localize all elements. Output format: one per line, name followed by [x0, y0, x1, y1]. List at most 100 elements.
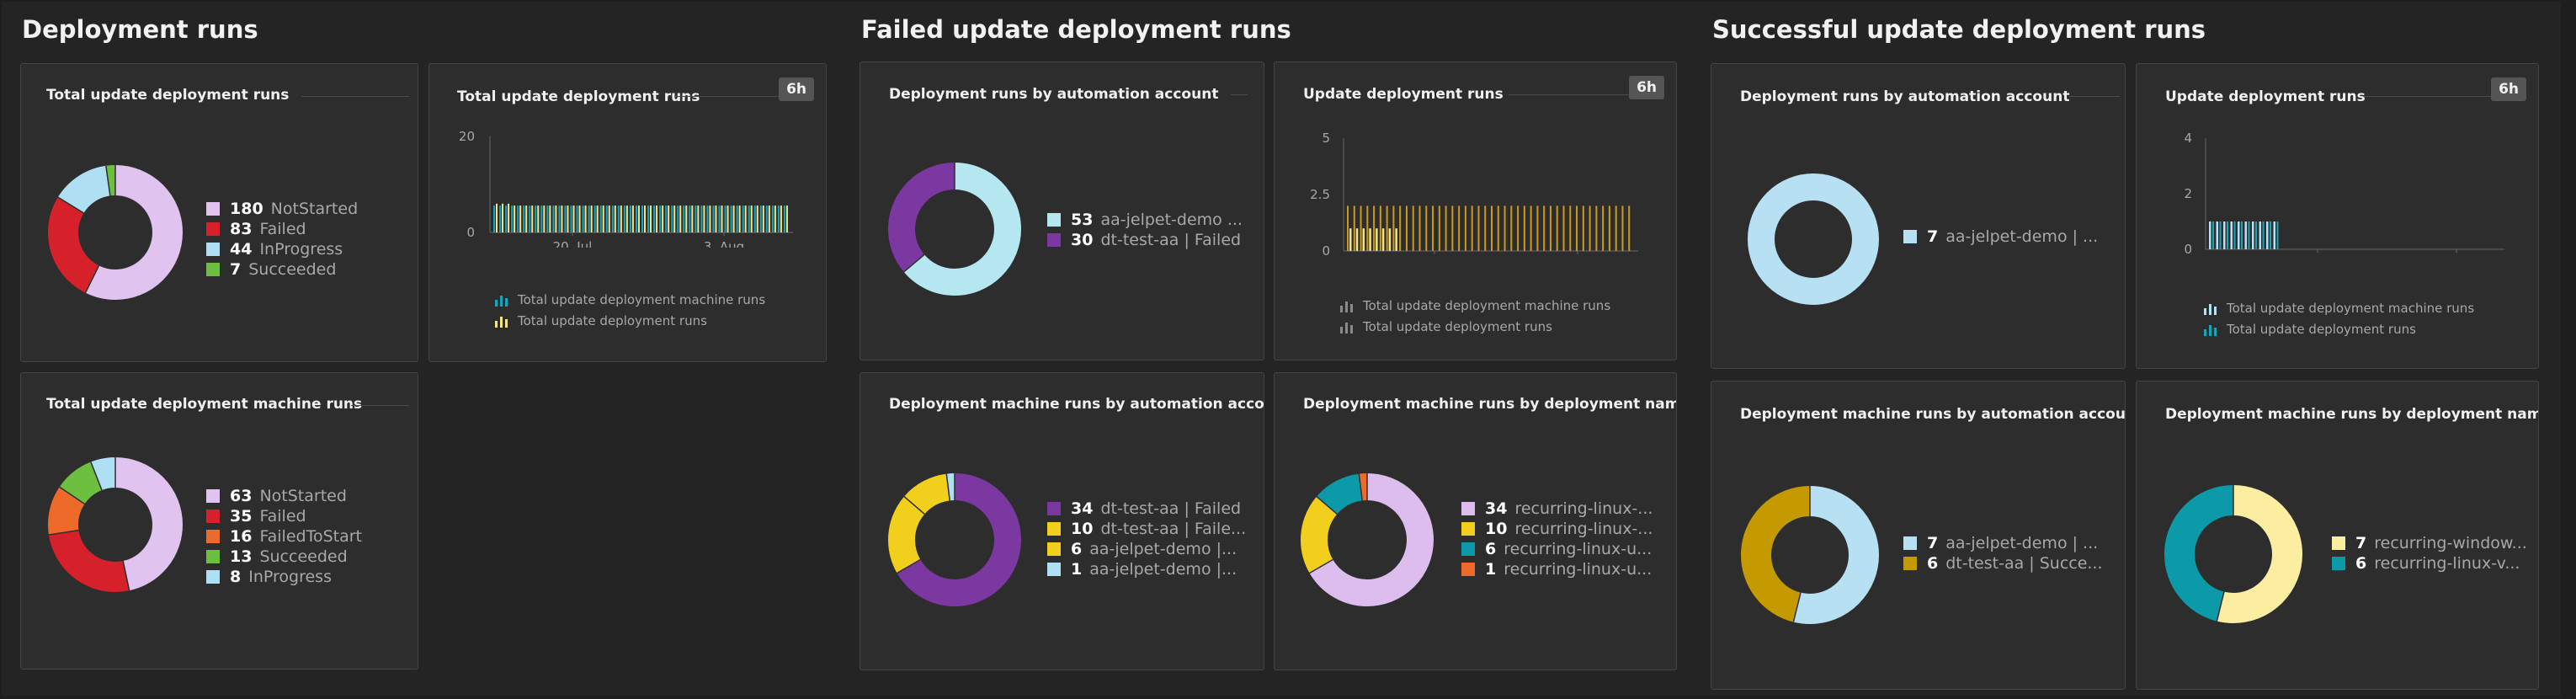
- legend-item[interactable]: 8 InProgress: [206, 567, 362, 587]
- legend-item[interactable]: 13 Succeeded: [206, 547, 362, 567]
- legend-item[interactable]: 6 dt-test-aa | Succe...: [1903, 553, 2103, 574]
- legend-swatch: [206, 222, 220, 236]
- legend-value: 13: [230, 547, 253, 566]
- legend-item[interactable]: 34 recurring-linux-...: [1461, 499, 1653, 519]
- bar: [1395, 228, 1397, 251]
- tile-failed-update-deployment-runs-chart[interactable]: Update deployment runs 6h 52.5020. Jul3.…: [1274, 61, 1677, 360]
- legend-item[interactable]: 7 Succeeded: [206, 259, 358, 280]
- bar: [620, 205, 622, 232]
- bar: [593, 205, 596, 232]
- legend-item[interactable]: 7 aa-jelpet-demo | ...: [1903, 533, 2103, 553]
- bar: [2233, 221, 2236, 249]
- tile-total-update-deployment-machine-runs[interactable]: Total update deployment machine runs 63 N…: [20, 372, 418, 670]
- series-legend-item[interactable]: Total update deployment machine runs: [1340, 296, 1610, 317]
- bar: [2244, 221, 2247, 249]
- legend-label: Failed: [259, 220, 306, 238]
- legend-item[interactable]: 10 recurring-linux-...: [1461, 519, 1653, 539]
- bar: [555, 205, 557, 232]
- donut-legend: 7 recurring-window... 6 recurring-linux-v..…: [2332, 533, 2527, 574]
- legend-item[interactable]: 1 aa-jelpet-demo |...: [1047, 559, 1246, 579]
- tile-failed-machine-runs-by-name[interactable]: Deployment machine runs by deployment na…: [1274, 372, 1677, 670]
- slice-separator: [1792, 592, 1802, 622]
- bar: [531, 205, 534, 232]
- slice-separator: [903, 253, 925, 273]
- bar: [653, 205, 656, 232]
- timeframe-badge[interactable]: 6h: [2491, 77, 2526, 101]
- legend-value: 7: [2355, 534, 2367, 552]
- donut-chart[interactable]: [887, 472, 1022, 607]
- bar: [1392, 205, 1395, 251]
- bar: [552, 205, 555, 232]
- bar: [1549, 205, 1551, 251]
- series-legend-item[interactable]: Total update deployment runs: [2204, 319, 2474, 340]
- bar: [1405, 205, 1408, 251]
- legend-item[interactable]: 7 aa-jelpet-demo | ...: [1903, 227, 2098, 247]
- y-tick-label: 4: [2184, 131, 2192, 146]
- bar: [1510, 205, 1513, 251]
- legend-label: dt-test-aa | Failed: [1100, 499, 1242, 518]
- bar-chart[interactable]: 4 2 0 20. Jul 3. Aug: [2153, 131, 2524, 258]
- legend-swatch: [1047, 522, 1061, 536]
- timeframe-badge[interactable]: 6h: [779, 77, 814, 101]
- donut-chart[interactable]: [48, 457, 183, 592]
- donut-chart[interactable]: [2162, 483, 2305, 626]
- legend-item[interactable]: 30 dt-test-aa | Failed: [1047, 230, 1243, 250]
- donut-chart[interactable]: [1742, 168, 1885, 311]
- legend-item[interactable]: 1 recurring-linux-u...: [1461, 559, 1653, 579]
- bar: [1497, 205, 1499, 251]
- bar: [614, 205, 616, 232]
- tile-total-update-deployment-runs-chart[interactable]: Total update deployment runs 6h 20 0 20. J…: [428, 63, 827, 362]
- legend-item[interactable]: 34 dt-test-aa | Failed: [1047, 499, 1246, 519]
- legend-value: 34: [1485, 499, 1508, 518]
- timeframe-badge[interactable]: 6h: [1629, 76, 1664, 99]
- slice-separator: [2216, 591, 2225, 622]
- series-legend-item[interactable]: Total update deployment runs: [1340, 317, 1610, 338]
- y-tick-label: 0: [1322, 243, 1330, 258]
- legend-value: 7: [1927, 534, 1939, 552]
- bar: [765, 205, 768, 232]
- legend-item[interactable]: 83 Failed: [206, 219, 358, 239]
- legend-item[interactable]: 10 dt-test-aa | Faile...: [1047, 519, 1246, 539]
- legend-item[interactable]: 6 aa-jelpet-demo |...: [1047, 539, 1246, 559]
- section-title-failed-runs: Failed update deployment runs: [861, 15, 1291, 44]
- legend-item[interactable]: 53 aa-jelpet-demo ...: [1047, 210, 1243, 230]
- tile-success-machine-runs-by-account[interactable]: Deployment machine runs by automation ac…: [1711, 381, 2126, 690]
- bar-chart[interactable]: 20 0 20. Jul 3. Aug: [446, 130, 817, 248]
- legend-item[interactable]: 6 recurring-linux-u...: [1461, 539, 1653, 559]
- legend-label: aa-jelpet-demo | ...: [1945, 534, 2099, 552]
- legend-item[interactable]: 44 InProgress: [206, 239, 358, 259]
- series-legend-item[interactable]: Total update deployment runs: [495, 311, 765, 332]
- tile-success-update-deployment-runs-chart[interactable]: Update deployment runs 6h 4 2 0 20. Jul 3. A…: [2136, 63, 2539, 369]
- bar: [529, 205, 531, 232]
- tile-failed-deployment-runs-by-account[interactable]: Deployment runs by automation account 53…: [860, 61, 1264, 360]
- bar: [768, 205, 770, 232]
- series-legend-item[interactable]: Total update deployment machine runs: [2204, 298, 2474, 319]
- bar: [623, 205, 625, 232]
- legend-swatch: [206, 550, 220, 563]
- bar: [631, 205, 634, 232]
- bar: [578, 205, 581, 232]
- tile-success-machine-runs-by-name[interactable]: Deployment machine runs by deployment na…: [2136, 381, 2539, 690]
- bar: [608, 205, 610, 232]
- series-legend-item[interactable]: Total update deployment machine runs: [495, 290, 765, 311]
- legend-item[interactable]: 16 FailedToStart: [206, 526, 362, 547]
- tile-total-update-deployment-runs[interactable]: Total update deployment runs 180 NotStart…: [20, 63, 418, 362]
- legend-item[interactable]: 7 recurring-window...: [2332, 533, 2527, 553]
- bar: [1543, 205, 1546, 251]
- donut-chart[interactable]: [1300, 472, 1434, 607]
- donut-chart[interactable]: [48, 165, 183, 300]
- bar: [517, 205, 519, 232]
- legend-item[interactable]: 63 NotStarted: [206, 486, 362, 506]
- bar: [777, 205, 780, 232]
- tile-failed-machine-runs-by-account[interactable]: Deployment machine runs by automation ac…: [860, 372, 1264, 670]
- bar: [2223, 221, 2226, 249]
- donut-chart[interactable]: [887, 162, 1022, 296]
- bar: [543, 205, 546, 232]
- legend-item[interactable]: 35 Failed: [206, 506, 362, 526]
- legend-item[interactable]: 6 recurring-linux-v...: [2332, 553, 2527, 574]
- donut-chart[interactable]: [1738, 483, 1881, 627]
- bar: [668, 205, 670, 232]
- legend-item[interactable]: 180 NotStarted: [206, 199, 358, 219]
